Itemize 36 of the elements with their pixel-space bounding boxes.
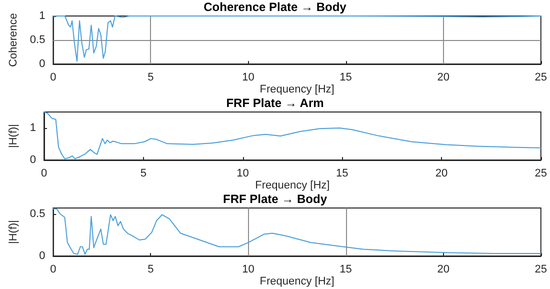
x-tick-label: 15 <box>340 72 352 84</box>
x-tick-label: 0 <box>50 72 56 84</box>
line-series <box>52 16 542 62</box>
y-tick-label: 0 <box>39 58 46 70</box>
x-tick-label: 5 <box>148 264 154 276</box>
line-series <box>52 208 542 255</box>
chart-title: Coherence Plate → Body <box>204 0 347 14</box>
x-axis-title: Frequency [Hz] <box>260 83 334 96</box>
x-tick-label: 20 <box>437 264 450 276</box>
y-tick-label: 0.5 <box>30 34 46 46</box>
x-tick-label: 15 <box>340 264 352 276</box>
x-tick-label: 25 <box>534 264 548 276</box>
x-tick-label: 10 <box>242 72 254 84</box>
chart-title: FRF Plate → Body <box>222 192 328 206</box>
x-tick-label: 10 <box>236 168 249 180</box>
x-tick-label: 20 <box>435 168 448 180</box>
x-tick-label: 5 <box>148 72 154 84</box>
y-tick-label: 1 <box>30 122 36 134</box>
x-tick-label: 15 <box>336 168 348 180</box>
y-axis-title: |H(f)| <box>8 124 20 148</box>
y-tick-label: 0 <box>30 154 36 166</box>
y-axis-title: Coherence <box>8 13 20 67</box>
chart-title: FRF Plate → Arm <box>226 96 324 110</box>
y-tick-label: 1 <box>39 10 46 22</box>
y-tick-label: 0 <box>39 250 46 262</box>
x-tick-label: 25 <box>534 72 548 84</box>
y-tick-label: 0.5 <box>30 208 46 220</box>
line-series <box>44 112 542 160</box>
y-axis-title: |H(f)| <box>8 220 20 244</box>
x-tick-label: 20 <box>437 72 450 84</box>
x-axis-title: Frequency [Hz] <box>255 179 330 192</box>
x-tick-label: 25 <box>534 168 548 180</box>
x-tick-label: 5 <box>140 168 146 180</box>
x-tick-label: 10 <box>242 264 254 276</box>
x-tick-label: 0 <box>50 264 56 276</box>
x-axis-title: Frequency [Hz] <box>260 275 334 288</box>
